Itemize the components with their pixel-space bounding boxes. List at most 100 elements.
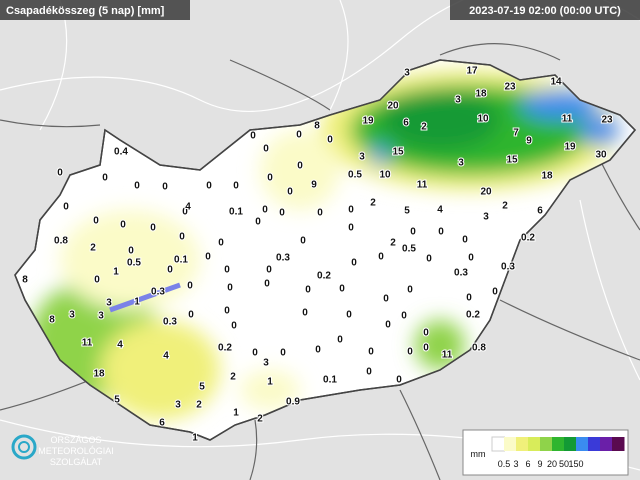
- legend-tick-label: 6: [525, 459, 530, 469]
- legend-tick-label: 20: [547, 459, 557, 469]
- legend-tick-label: 0.5: [498, 459, 511, 469]
- station-value: 0: [378, 252, 384, 263]
- station-value: 0: [128, 246, 134, 257]
- station-value: 0: [401, 311, 407, 322]
- station-value: 0: [410, 227, 416, 238]
- station-value: 10: [477, 114, 489, 125]
- station-value: 0.4: [114, 147, 128, 158]
- station-value: 6: [403, 118, 409, 129]
- logo-icon: [18, 441, 30, 453]
- station-value: 0: [205, 252, 211, 263]
- station-value: 3: [175, 400, 181, 411]
- station-value: 11: [442, 350, 453, 361]
- station-value: 2: [421, 122, 427, 133]
- station-value: 0: [297, 161, 303, 172]
- station-value: 0.9: [286, 397, 300, 408]
- legend-swatch: [588, 437, 601, 451]
- station-value: 0: [315, 345, 321, 356]
- legend-swatch: [540, 437, 553, 451]
- station-value: 6: [537, 206, 543, 217]
- station-value: 0: [102, 173, 108, 184]
- station-value: 0: [187, 281, 193, 292]
- title-box: [0, 0, 190, 20]
- station-value: 17: [466, 66, 478, 77]
- legend-swatch: [528, 437, 541, 451]
- station-value: 0: [492, 287, 498, 298]
- station-value: 0: [383, 294, 389, 305]
- legend-swatch: [516, 437, 529, 451]
- station-value: 23: [504, 82, 516, 93]
- station-value: 0: [280, 348, 286, 359]
- station-value: 0.3: [163, 317, 177, 328]
- station-value: 0: [279, 208, 285, 219]
- station-value: 1: [113, 267, 119, 278]
- station-value: 0: [63, 202, 69, 213]
- station-value: 0: [120, 220, 126, 231]
- station-value: 0: [346, 310, 352, 321]
- station-value: 3: [359, 152, 365, 163]
- station-value: 11: [562, 114, 573, 125]
- station-value: 0: [206, 181, 212, 192]
- title: Csapadékösszeg (5 nap) [mm]: [6, 5, 165, 17]
- station-value: 0: [337, 335, 343, 346]
- station-value: 9: [526, 136, 532, 147]
- station-value: 20: [480, 187, 492, 198]
- station-value: 0: [302, 308, 308, 319]
- station-value: 4: [185, 202, 191, 213]
- station-value: 0: [218, 238, 224, 249]
- timestamp: 2023-07-19 02:00 (00:00 UTC): [469, 5, 621, 17]
- station-value: 0: [188, 310, 194, 321]
- logo: ORSZÁGOS METEOROLÓGIAI SZOLGÁLAT: [11, 434, 114, 467]
- station-value: 0: [305, 285, 311, 296]
- station-value: 1: [233, 408, 239, 419]
- station-value: 2: [502, 201, 508, 212]
- station-value: 4: [117, 340, 123, 351]
- station-value: 0: [351, 258, 357, 269]
- station-value: 8: [314, 121, 320, 132]
- station-value: 0: [150, 223, 156, 234]
- station-value: 19: [362, 116, 374, 127]
- logo-text: ORSZÁGOS: [50, 435, 101, 445]
- legend-swatch: [564, 437, 577, 451]
- legend-tick-label: 3: [513, 459, 518, 469]
- station-value: 0: [423, 328, 429, 339]
- station-value: 1: [267, 377, 273, 388]
- station-value: 0: [327, 135, 333, 146]
- legend-unit: mm: [471, 449, 486, 459]
- station-value: 0: [300, 236, 306, 247]
- station-value: 3: [69, 310, 75, 321]
- station-value: 0: [167, 265, 173, 276]
- station-value: 0.1: [174, 255, 188, 266]
- station-value: 0: [407, 285, 413, 296]
- legend-tick-label: 9: [537, 459, 542, 469]
- station-value: 0.2: [218, 343, 232, 354]
- station-value: 0: [348, 205, 354, 216]
- station-value: 0: [231, 321, 237, 332]
- station-value: 18: [93, 369, 105, 380]
- station-value: 0.3: [501, 262, 515, 273]
- station-value: 2: [390, 238, 396, 249]
- logo-icon: [11, 434, 37, 460]
- station-value: 0: [339, 284, 345, 295]
- legend-swatch: [504, 437, 517, 451]
- station-value: 15: [392, 147, 404, 158]
- station-value: 0.1: [323, 375, 337, 386]
- station-value: 0: [264, 279, 270, 290]
- station-value: 0: [93, 216, 99, 227]
- station-value: 0.5: [402, 244, 416, 255]
- station-value: 0: [462, 235, 468, 246]
- station-value: 0: [348, 223, 354, 234]
- station-value: 0: [162, 182, 168, 193]
- station-value: 23: [601, 115, 613, 126]
- legend-swatch: [491, 436, 505, 452]
- station-value: 10: [379, 170, 391, 181]
- legend-swatch: [576, 437, 589, 451]
- station-value: 0: [368, 347, 374, 358]
- station-value: 3: [483, 212, 489, 223]
- station-value: 8: [49, 315, 55, 326]
- station-value: 0: [255, 217, 261, 228]
- station-value: 0.8: [54, 236, 68, 247]
- station-value: 0: [407, 347, 413, 358]
